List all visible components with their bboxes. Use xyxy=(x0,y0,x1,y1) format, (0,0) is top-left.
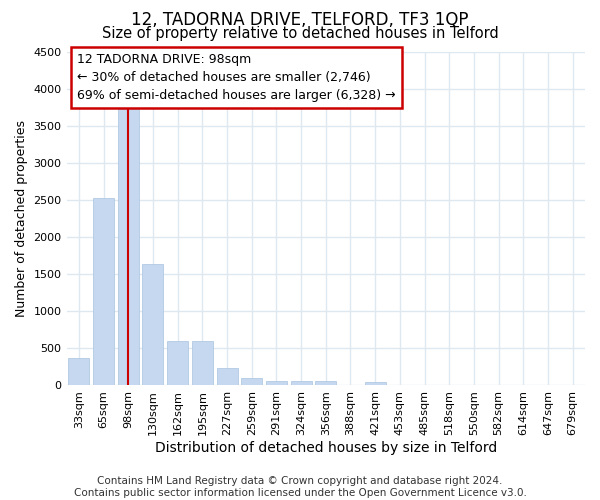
Bar xyxy=(315,382,336,386)
Bar xyxy=(266,381,287,386)
X-axis label: Distribution of detached houses by size in Telford: Distribution of detached houses by size … xyxy=(155,441,497,455)
Bar xyxy=(290,382,311,386)
Bar xyxy=(118,110,139,386)
Bar xyxy=(68,358,89,386)
Text: Size of property relative to detached houses in Telford: Size of property relative to detached ho… xyxy=(101,26,499,41)
Bar xyxy=(142,264,163,386)
Text: Contains HM Land Registry data © Crown copyright and database right 2024.
Contai: Contains HM Land Registry data © Crown c… xyxy=(74,476,526,498)
Bar xyxy=(365,382,386,386)
Bar xyxy=(192,341,213,386)
Y-axis label: Number of detached properties: Number of detached properties xyxy=(15,120,28,317)
Bar xyxy=(167,341,188,386)
Text: 12, TADORNA DRIVE, TELFORD, TF3 1QP: 12, TADORNA DRIVE, TELFORD, TF3 1QP xyxy=(131,11,469,29)
Bar xyxy=(241,378,262,386)
Text: 12 TADORNA DRIVE: 98sqm
← 30% of detached houses are smaller (2,746)
69% of semi: 12 TADORNA DRIVE: 98sqm ← 30% of detache… xyxy=(77,53,395,102)
Bar xyxy=(93,198,114,386)
Bar xyxy=(217,368,238,386)
